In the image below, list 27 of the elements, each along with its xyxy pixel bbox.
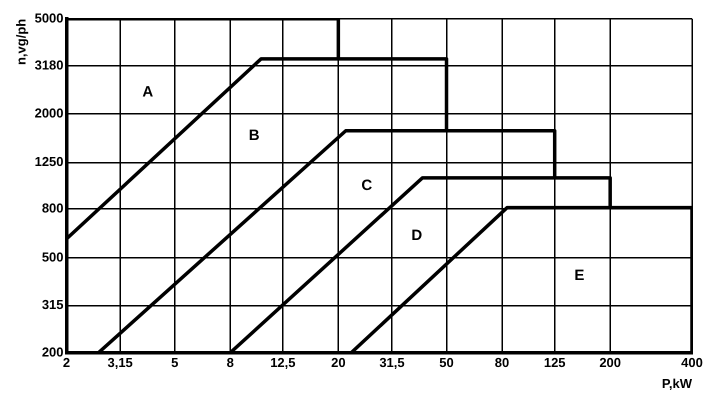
x-tick-label: 50 bbox=[439, 355, 454, 370]
y-tick-label: 500 bbox=[42, 249, 64, 264]
x-tick-label: 12,5 bbox=[270, 355, 296, 370]
y-tick-label: 1250 bbox=[34, 154, 64, 170]
y-tick-label: 315 bbox=[42, 297, 64, 312]
x-tick-label: 200 bbox=[599, 355, 622, 370]
x-tick-label: 5 bbox=[171, 355, 178, 370]
y-tick-label: 2000 bbox=[34, 105, 64, 120]
x-tick-label: 20 bbox=[331, 355, 346, 370]
x-tick-label: 3,15 bbox=[107, 355, 133, 370]
y-tick-label: 800 bbox=[42, 200, 64, 216]
annotation: E bbox=[574, 267, 584, 284]
x-tick-label: 2 bbox=[62, 355, 70, 370]
annotation: C bbox=[361, 176, 372, 194]
y-tick-label: 5000 bbox=[34, 10, 64, 26]
y-tick-label: 200 bbox=[42, 344, 64, 360]
annotation: D bbox=[411, 227, 422, 244]
x-tick-label: 400 bbox=[681, 355, 703, 370]
x-tick-label: 125 bbox=[544, 355, 566, 370]
x-tick-label: 8 bbox=[226, 355, 234, 370]
annotation: B bbox=[248, 126, 260, 144]
x-axis-title: P,kW bbox=[662, 376, 693, 391]
x-tick-label: 80 bbox=[494, 355, 510, 370]
y-axis-title: n,vg/ph bbox=[13, 18, 28, 66]
x-tick-label: 31,5 bbox=[379, 355, 405, 370]
annotation: A bbox=[142, 83, 154, 100]
y-tick-label: 3180 bbox=[34, 57, 64, 72]
